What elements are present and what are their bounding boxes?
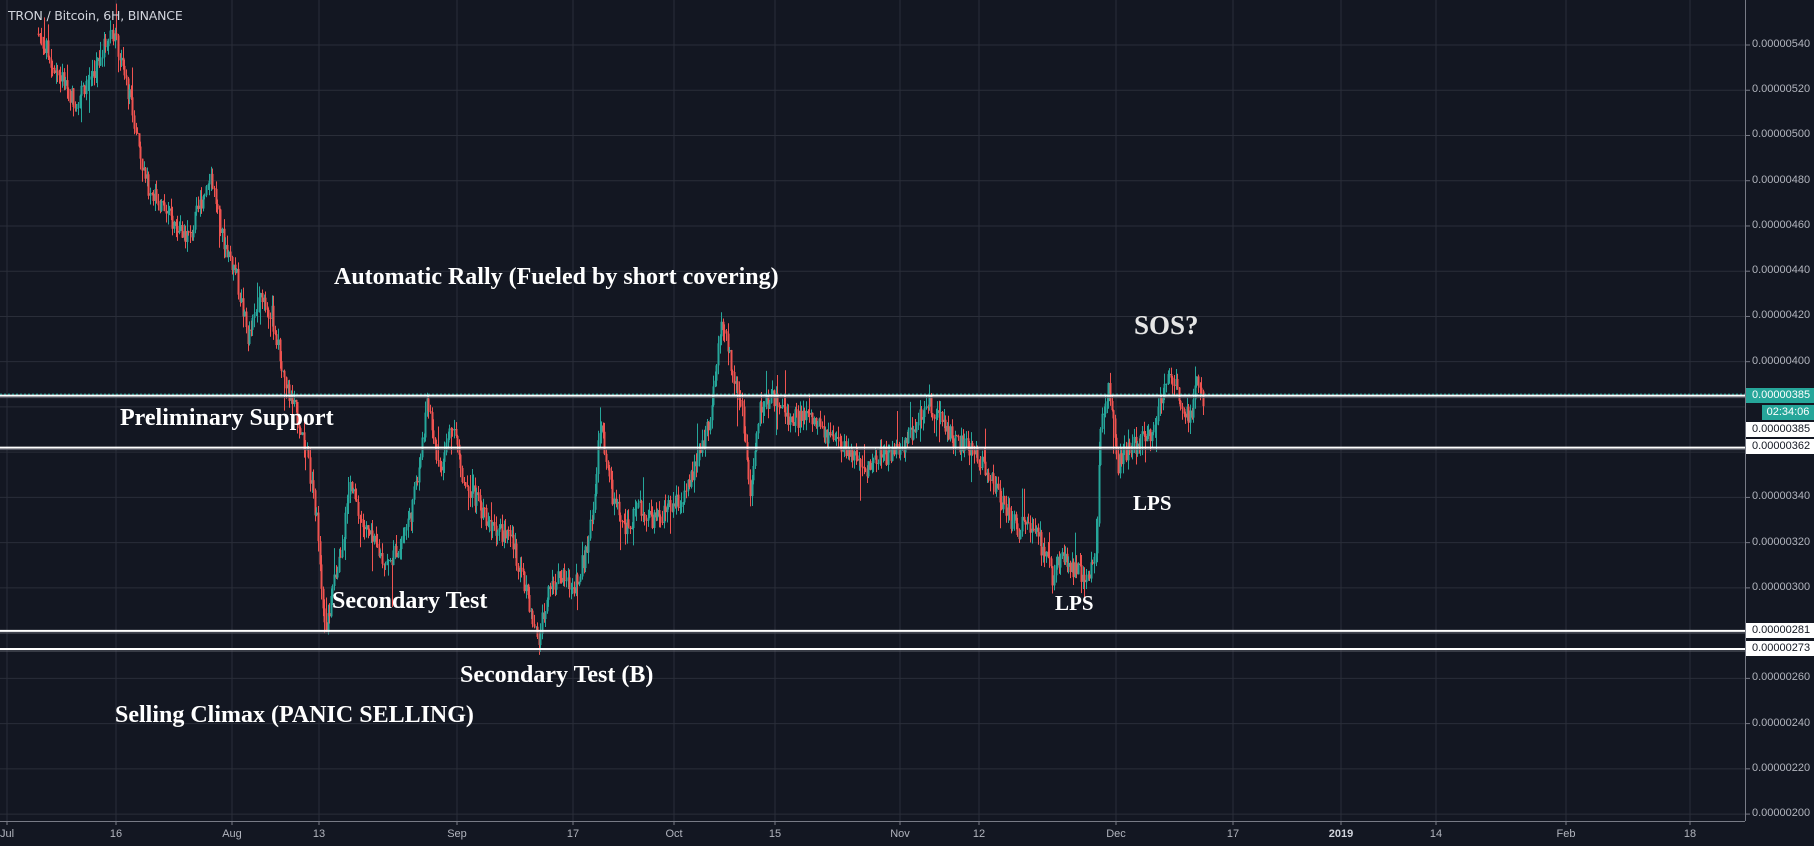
price-tick-label: 0.00000300 — [1752, 580, 1811, 593]
price-tick-label: 0.00000260 — [1752, 671, 1811, 684]
chart-annotation-text[interactable]: Preliminary Support — [120, 405, 334, 431]
price-tick-label: 0.00000420 — [1752, 309, 1811, 322]
price-tick-label: 0.00000400 — [1752, 354, 1811, 367]
time-tick-label: Dec — [1106, 828, 1126, 840]
chart-annotation-text[interactable]: Secondary Test (B) — [460, 662, 654, 688]
level-273-label: 0.00000273 — [1746, 641, 1814, 656]
time-tick-label: Jul — [0, 828, 15, 840]
level-281-label: 0.00000281 — [1746, 623, 1814, 638]
chart-annotation-text[interactable]: LPS — [1055, 591, 1094, 615]
time-tick-label: 17 — [566, 828, 580, 840]
horizontal-levels[interactable] — [0, 393, 1745, 652]
time-tick-label: Feb — [1556, 828, 1576, 840]
time-tick-label: 2019 — [1328, 828, 1354, 840]
chart-annotation-text[interactable]: SOS? — [1134, 310, 1199, 340]
time-tick-label: Nov — [890, 828, 910, 840]
last-price-label: 0.00000385 — [1746, 388, 1814, 403]
bar-countdown-label: 02:34:06 — [1762, 405, 1814, 420]
time-tick-label: 14 — [1429, 828, 1443, 840]
time-tick-label: 15 — [768, 828, 782, 840]
price-tick-label: 0.00000460 — [1752, 218, 1811, 231]
symbol-title: TRON / Bitcoin, 6H, BINANCE — [8, 8, 183, 23]
price-tick-label: 0.00000200 — [1752, 807, 1811, 820]
chart-annotation-text[interactable]: LPS — [1133, 491, 1172, 515]
time-tick-label: 17 — [1226, 828, 1240, 840]
chart-annotation-text[interactable]: Selling Climax (PANIC SELLING) — [115, 702, 474, 728]
time-tick-label: Aug — [222, 828, 242, 840]
chart-grid — [0, 0, 1745, 821]
price-tick-label: 0.00000220 — [1752, 761, 1811, 774]
price-tick-label: 0.00000500 — [1752, 128, 1811, 141]
price-tick-label: 0.00000440 — [1752, 264, 1811, 277]
price-tick-label: 0.00000480 — [1752, 173, 1811, 186]
time-tick-label: Oct — [665, 828, 683, 840]
chart-axes — [0, 0, 1750, 825]
candlestick-series — [37, 3, 1205, 655]
level-385-label: 0.00000385 — [1746, 422, 1814, 437]
time-tick-label: 16 — [109, 828, 123, 840]
chart-annotation-text[interactable]: Automatic Rally (Fueled by short coverin… — [334, 264, 779, 290]
price-tick-label: 0.00000240 — [1752, 716, 1811, 729]
time-tick-label: 12 — [972, 828, 986, 840]
level-362-label: 0.00000362 — [1746, 439, 1814, 454]
time-tick-label: 18 — [1683, 828, 1697, 840]
time-tick-label: 13 — [312, 828, 326, 840]
price-tick-label: 0.00000340 — [1752, 490, 1811, 503]
chart-annotation-text[interactable]: Secondary Test — [332, 588, 488, 614]
price-tick-label: 0.00000320 — [1752, 535, 1811, 548]
time-tick-label: Sep — [447, 828, 467, 840]
price-tick-label: 0.00000540 — [1752, 38, 1811, 50]
price-tick-label: 0.00000520 — [1752, 83, 1811, 96]
